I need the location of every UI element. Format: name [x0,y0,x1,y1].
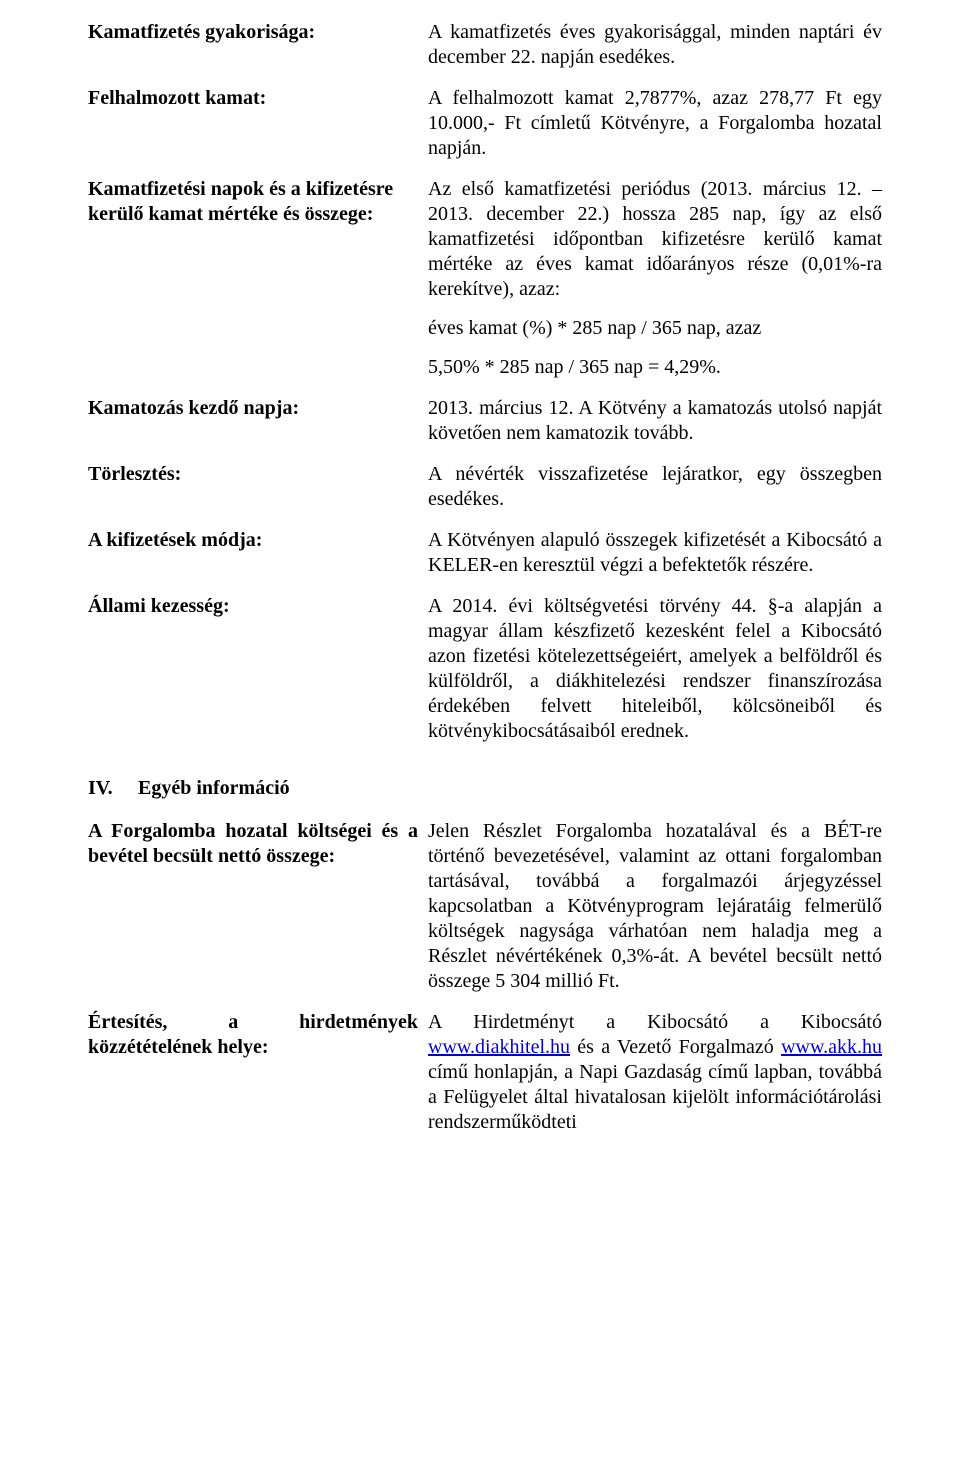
paragraph: A 2014. évi költségvetési törvény 44. §-… [428,594,882,744]
text: című honlapján, a Napi Gazdaság című lap… [428,1061,882,1133]
link-akk[interactable]: www.akk.hu [781,1036,882,1058]
label: Állami kezesség: [88,594,428,619]
value: 2013. március 12. A Kötvény a kamatozás … [428,396,882,446]
section-number: IV. [88,776,138,801]
row-kamatozas-kezdo-napja: Kamatozás kezdő napja: 2013. március 12.… [88,396,882,446]
paragraph: 5,50% * 285 nap / 365 nap = 4,29%. [428,355,882,380]
section-title: Egyéb információ [138,776,882,801]
row-torlesztes: Törlesztés: A névérték visszafizetése le… [88,462,882,512]
paragraph: A felhalmozott kamat 2,7877%, azaz 278,7… [428,86,882,161]
value: A Kötvényen alapuló összegek kifizetését… [428,528,882,578]
text: A Hirdetményt a Kibocsátó a Kibocsátó [428,1011,882,1033]
row-ertesites-hirdetmenyek: Értesítés, a hirdetmények közzétételének… [88,1010,882,1135]
label: Kamatfizetési napok és a kifizetésre ker… [88,177,428,227]
paragraph: éves kamat (%) * 285 nap / 365 nap, azaz [428,316,882,341]
paragraph: A kamatfizetés éves gyakorisággal, minde… [428,20,882,70]
paragraph: Jelen Részlet Forgalomba hozatalával és … [428,819,882,994]
row-kifizetesek-modja: A kifizetések módja: A Kötvényen alapuló… [88,528,882,578]
label: Értesítés, a hirdetmények közzétételének… [88,1010,428,1060]
value: A kamatfizetés éves gyakorisággal, minde… [428,20,882,70]
value: A Hirdetményt a Kibocsátó a Kibocsátó ww… [428,1010,882,1135]
value: A névérték visszafizetése lejáratkor, eg… [428,462,882,512]
row-forgalomba-hozatal-koltsegei: A Forgalomba hozatal költségei és a bevé… [88,819,882,994]
label: Kamatozás kezdő napja: [88,396,428,421]
paragraph: Az első kamatfizetési periódus (2013. má… [428,177,882,302]
label: A kifizetések módja: [88,528,428,553]
row-allami-kezesseg: Állami kezesség: A 2014. évi költségveté… [88,594,882,744]
value: Jelen Részlet Forgalomba hozatalával és … [428,819,882,994]
paragraph: A névérték visszafizetése lejáratkor, eg… [428,462,882,512]
text: és a Vezető Forgalmazó [570,1036,781,1058]
link-diakhitel[interactable]: www.diakhitel.hu [428,1036,570,1058]
label: A Forgalomba hozatal költségei és a bevé… [88,819,428,869]
value: Az első kamatfizetési periódus (2013. má… [428,177,882,380]
label: Törlesztés: [88,462,428,487]
row-felhalmozott-kamat: Felhalmozott kamat: A felhalmozott kamat… [88,86,882,161]
row-kamatfizetesi-napok: Kamatfizetési napok és a kifizetésre ker… [88,177,882,380]
label: Felhalmozott kamat: [88,86,428,111]
value: A felhalmozott kamat 2,7877%, azaz 278,7… [428,86,882,161]
row-kamatfizetes-gyakorisaga: Kamatfizetés gyakorisága: A kamatfizetés… [88,20,882,70]
paragraph: A Hirdetményt a Kibocsátó a Kibocsátó ww… [428,1010,882,1135]
label: Kamatfizetés gyakorisága: [88,20,428,45]
section-heading: IV. Egyéb információ [88,776,882,801]
value: A 2014. évi költségvetési törvény 44. §-… [428,594,882,744]
document-page: Kamatfizetés gyakorisága: A kamatfizetés… [0,0,960,1475]
paragraph: A Kötvényen alapuló összegek kifizetését… [428,528,882,578]
paragraph: 2013. március 12. A Kötvény a kamatozás … [428,396,882,446]
